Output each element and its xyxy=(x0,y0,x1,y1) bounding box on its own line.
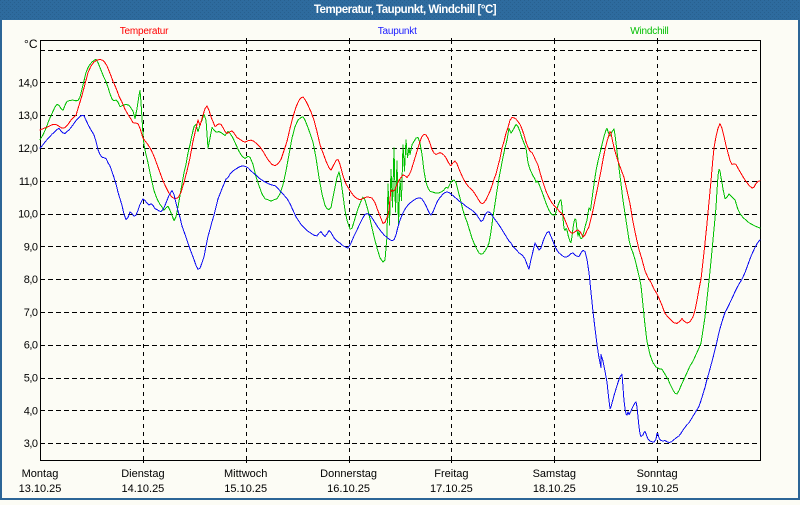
svg-text:Temperatur, Taupunkt, Windchil: Temperatur, Taupunkt, Windchill [°C] xyxy=(314,4,497,16)
svg-text:5,0: 5,0 xyxy=(24,373,38,385)
svg-text:14,0: 14,0 xyxy=(18,77,38,89)
svg-text:Freitag: Freitag xyxy=(434,468,468,480)
svg-text:10,0: 10,0 xyxy=(18,209,38,221)
svg-text:9,0: 9,0 xyxy=(24,241,38,253)
svg-text:18.10.25: 18.10.25 xyxy=(533,483,576,495)
svg-text:Mittwoch: Mittwoch xyxy=(224,468,267,480)
svg-text:12,0: 12,0 xyxy=(18,143,38,155)
svg-text:15.10.25: 15.10.25 xyxy=(224,483,267,495)
svg-text:8,0: 8,0 xyxy=(24,274,38,286)
svg-text:17.10.25: 17.10.25 xyxy=(430,483,473,495)
svg-text:13.10.25: 13.10.25 xyxy=(19,483,62,495)
svg-text:4,0: 4,0 xyxy=(24,405,38,417)
svg-text:Dienstag: Dienstag xyxy=(121,468,164,480)
svg-text:11,0: 11,0 xyxy=(19,176,38,188)
svg-text:16.10.25: 16.10.25 xyxy=(327,483,370,495)
svg-text:Temperatur: Temperatur xyxy=(120,26,169,37)
svg-text:3,0: 3,0 xyxy=(24,438,38,450)
svg-text:Montag: Montag xyxy=(22,468,59,480)
svg-text:14.10.25: 14.10.25 xyxy=(121,483,164,495)
svg-text:19.10.25: 19.10.25 xyxy=(636,483,679,495)
svg-text:Sonntag: Sonntag xyxy=(637,468,678,480)
svg-text:Taupunkt: Taupunkt xyxy=(378,26,417,37)
svg-text:13,0: 13,0 xyxy=(18,110,38,122)
svg-text:°C: °C xyxy=(24,37,38,51)
svg-text:Donnerstag: Donnerstag xyxy=(320,468,377,480)
svg-text:7,0: 7,0 xyxy=(24,307,38,319)
svg-text:Samstag: Samstag xyxy=(533,468,576,480)
svg-text:6,0: 6,0 xyxy=(24,340,38,352)
svg-text:Windchill: Windchill xyxy=(630,26,668,37)
